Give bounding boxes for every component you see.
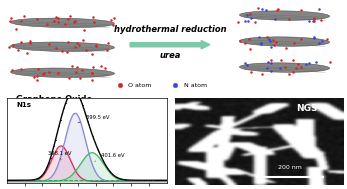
Text: 200 nm: 200 nm: [278, 165, 302, 170]
Text: NGS: NGS: [296, 104, 318, 113]
Text: Nitrogen-Doped Graphene Sheets: Nitrogen-Doped Graphene Sheets: [205, 98, 343, 104]
Y-axis label: Intensity / cps: Intensity / cps: [0, 119, 1, 163]
Text: 398.1 eV: 398.1 eV: [48, 151, 71, 160]
Text: hydrothermal reduction: hydrothermal reduction: [114, 25, 226, 34]
Text: 401.6 eV: 401.6 eV: [95, 153, 125, 161]
Ellipse shape: [10, 68, 115, 77]
Ellipse shape: [10, 42, 115, 52]
Text: urea: urea: [159, 51, 181, 60]
Text: 399.5 eV: 399.5 eV: [78, 115, 109, 123]
Ellipse shape: [10, 18, 115, 28]
Ellipse shape: [239, 11, 330, 20]
Text: Graphene Oxide: Graphene Oxide: [16, 95, 92, 104]
FancyArrow shape: [130, 41, 210, 49]
Text: N atom: N atom: [184, 83, 207, 88]
Ellipse shape: [239, 37, 330, 46]
Ellipse shape: [239, 63, 330, 72]
Text: O atom: O atom: [128, 83, 152, 88]
Text: N1s: N1s: [17, 102, 32, 108]
